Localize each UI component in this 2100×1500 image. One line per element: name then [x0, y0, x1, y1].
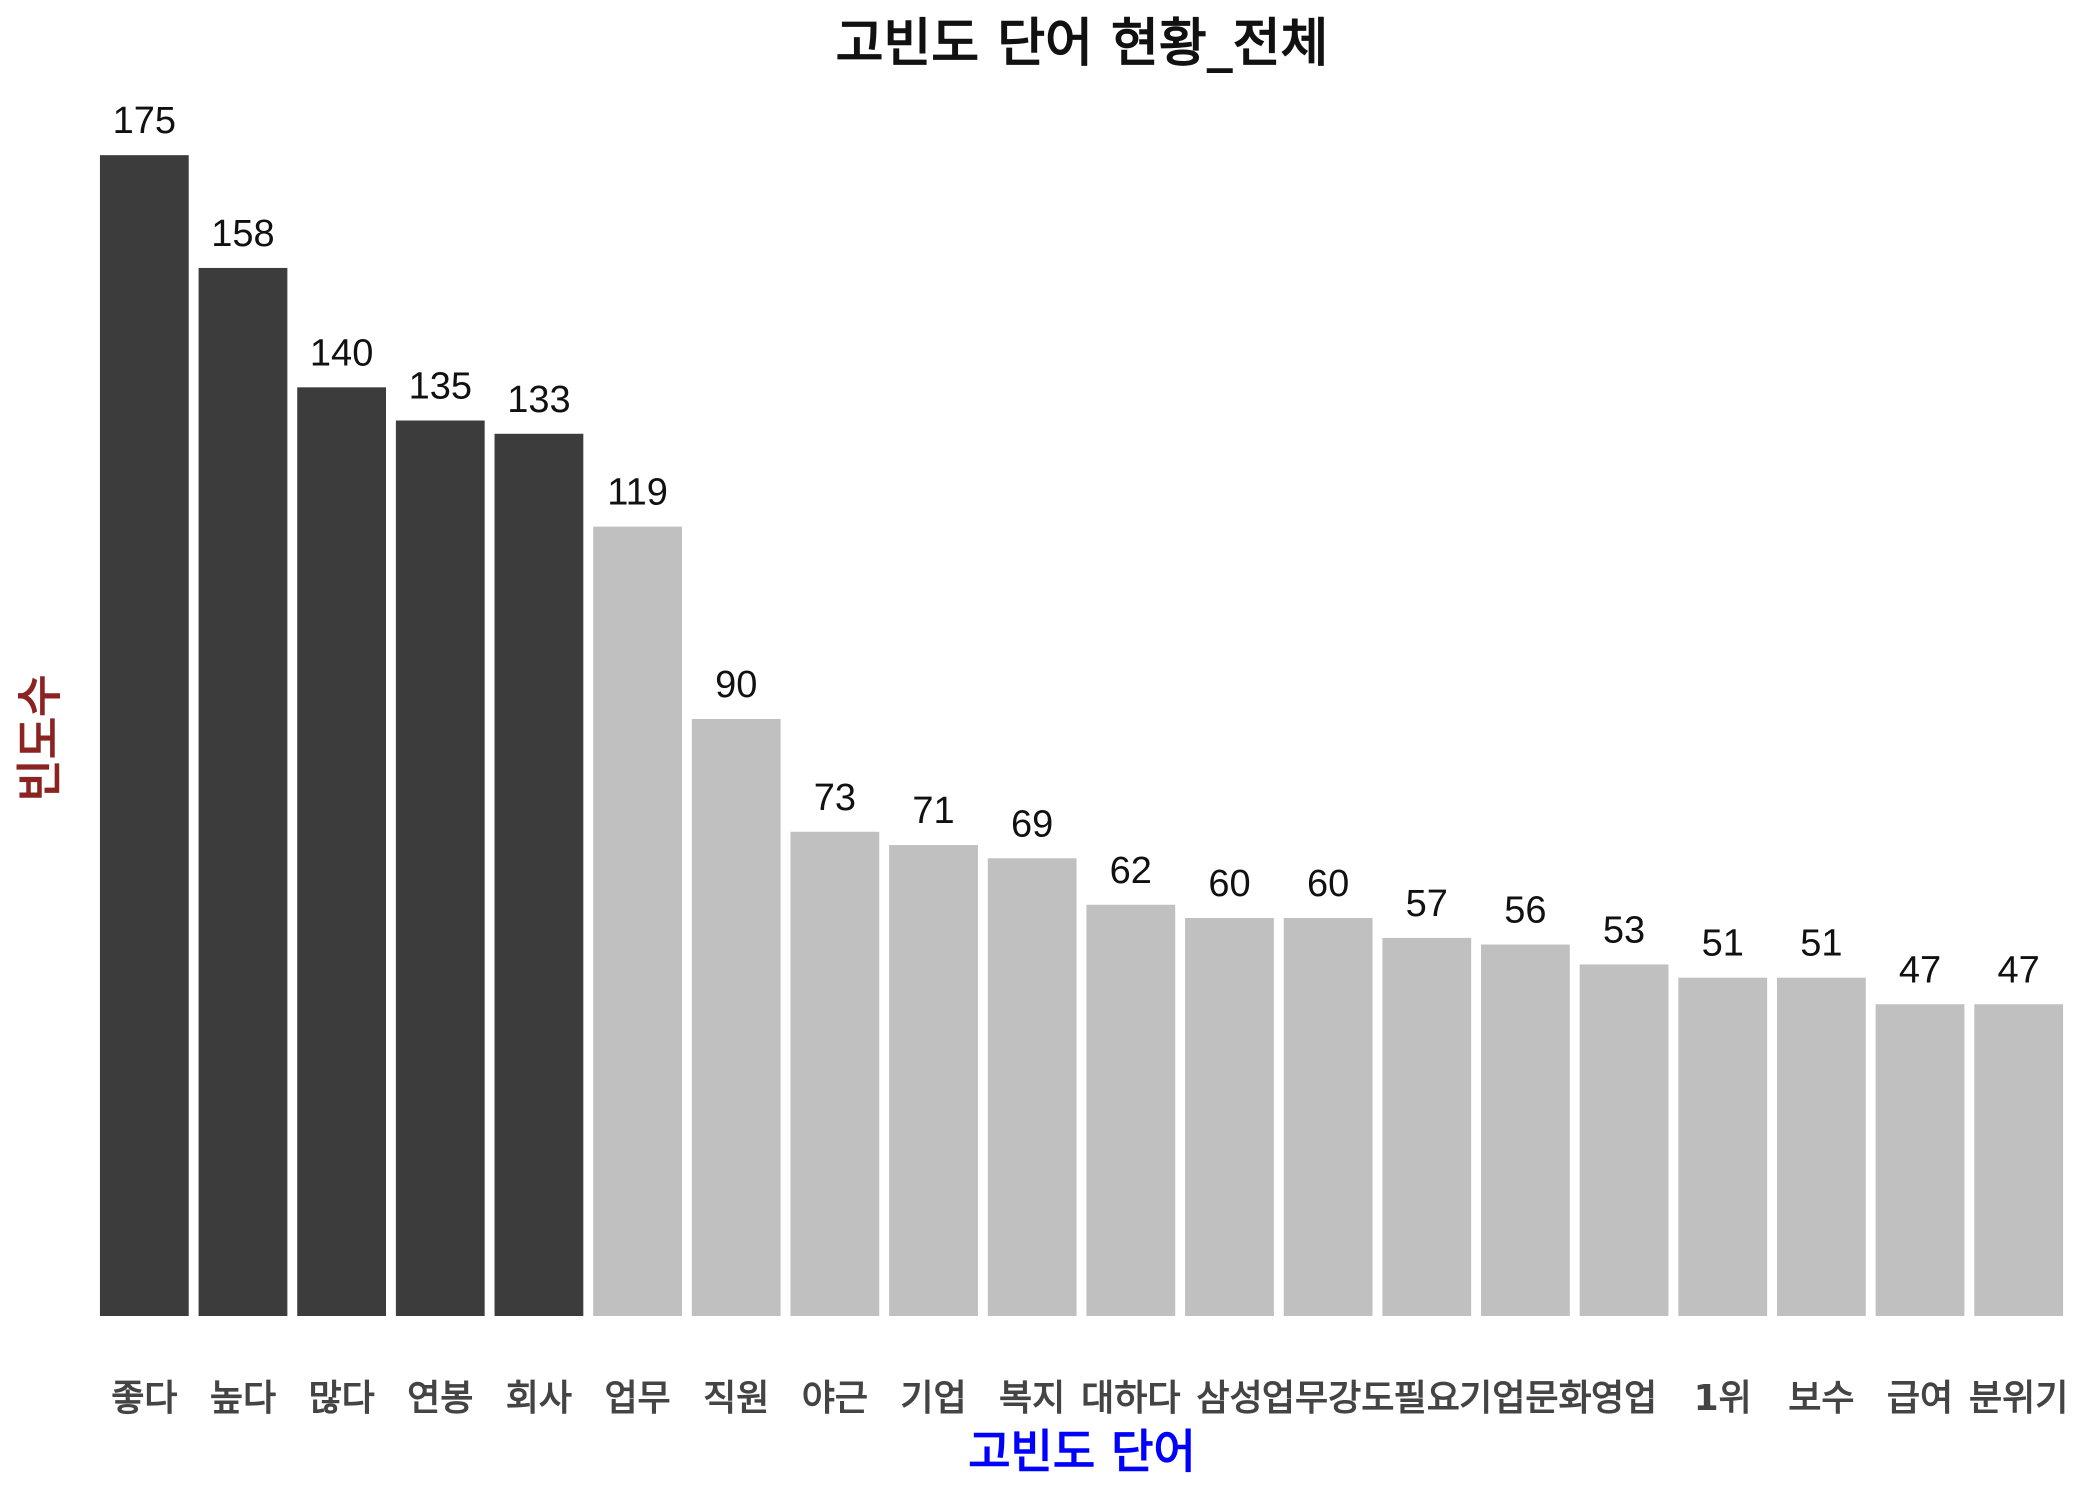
value-label: 135: [409, 366, 472, 408]
bar: [297, 387, 387, 1316]
value-label: 51: [1702, 923, 1744, 965]
value-label: 69: [1011, 803, 1053, 845]
bar: [593, 526, 682, 1316]
value-label: 140: [310, 332, 373, 374]
value-label: 158: [211, 213, 274, 255]
value-label: 60: [1307, 863, 1349, 905]
value-label: 51: [1800, 923, 1842, 965]
bar: [1875, 1004, 1965, 1316]
x-tick-label: 삼성: [1196, 1378, 1262, 1419]
x-tick-label: 기업문화: [1459, 1378, 1591, 1419]
x-tick-label: 업무: [604, 1378, 670, 1419]
bar: [1678, 977, 1768, 1316]
value-label: 73: [814, 777, 856, 819]
x-tick-label: 연봉: [407, 1378, 473, 1419]
x-tick-label: 급여: [1887, 1378, 1953, 1419]
x-tick-label: 1위: [1694, 1378, 1752, 1419]
x-tick-label: 보수: [1788, 1378, 1854, 1419]
value-label: 56: [1504, 890, 1546, 932]
value-label: 62: [1110, 850, 1152, 892]
x-tick-label: 대하다: [1081, 1378, 1180, 1419]
bar: [1579, 964, 1669, 1316]
value-label: 175: [113, 100, 176, 142]
x-tick-label: 좋다: [111, 1378, 177, 1419]
x-tick-label: 기업: [900, 1378, 966, 1419]
y-axis-label: 빈도수: [13, 675, 67, 802]
x-tick-label: 많다: [309, 1378, 375, 1419]
bar: [395, 420, 485, 1316]
x-tick-label: 영업: [1591, 1378, 1657, 1419]
chart-title: 고빈도 단어 현황_전체: [836, 14, 1329, 74]
value-label: 57: [1406, 883, 1448, 925]
x-tick-label: 야근: [802, 1378, 868, 1419]
value-label: 90: [715, 664, 757, 706]
value-label: 47: [1998, 949, 2040, 991]
bar: [691, 719, 781, 1316]
value-label: 133: [507, 379, 570, 421]
bar: [99, 155, 189, 1317]
bar: [1086, 904, 1176, 1316]
bar: [1283, 918, 1373, 1316]
bar: [889, 845, 978, 1316]
bar: [494, 433, 584, 1316]
value-label: 60: [1208, 863, 1250, 905]
value-label: 53: [1603, 909, 1645, 951]
bar: [987, 858, 1077, 1316]
value-label: 71: [912, 790, 954, 832]
x-tick-label: 회사: [506, 1378, 572, 1419]
x-axis-label: 고빈도 단어: [968, 1425, 1196, 1479]
x-tick-label: 복지: [999, 1378, 1065, 1419]
bar: [1185, 918, 1274, 1316]
x-tick-label: 직원: [703, 1378, 769, 1419]
bar: [1974, 1004, 2064, 1316]
x-tick-label: 필요: [1394, 1378, 1460, 1419]
bar: [1776, 977, 1866, 1316]
bar: [1382, 937, 1472, 1316]
bar: [198, 267, 288, 1316]
x-tick-label: 분위기: [1969, 1378, 2068, 1419]
bar: [1481, 944, 1570, 1316]
x-tick-label: 높다: [210, 1378, 276, 1419]
x-tick-label: 업무강도: [1262, 1378, 1394, 1419]
value-label: 119: [607, 472, 668, 514]
value-label: 47: [1899, 949, 1941, 991]
bar: [790, 831, 880, 1316]
